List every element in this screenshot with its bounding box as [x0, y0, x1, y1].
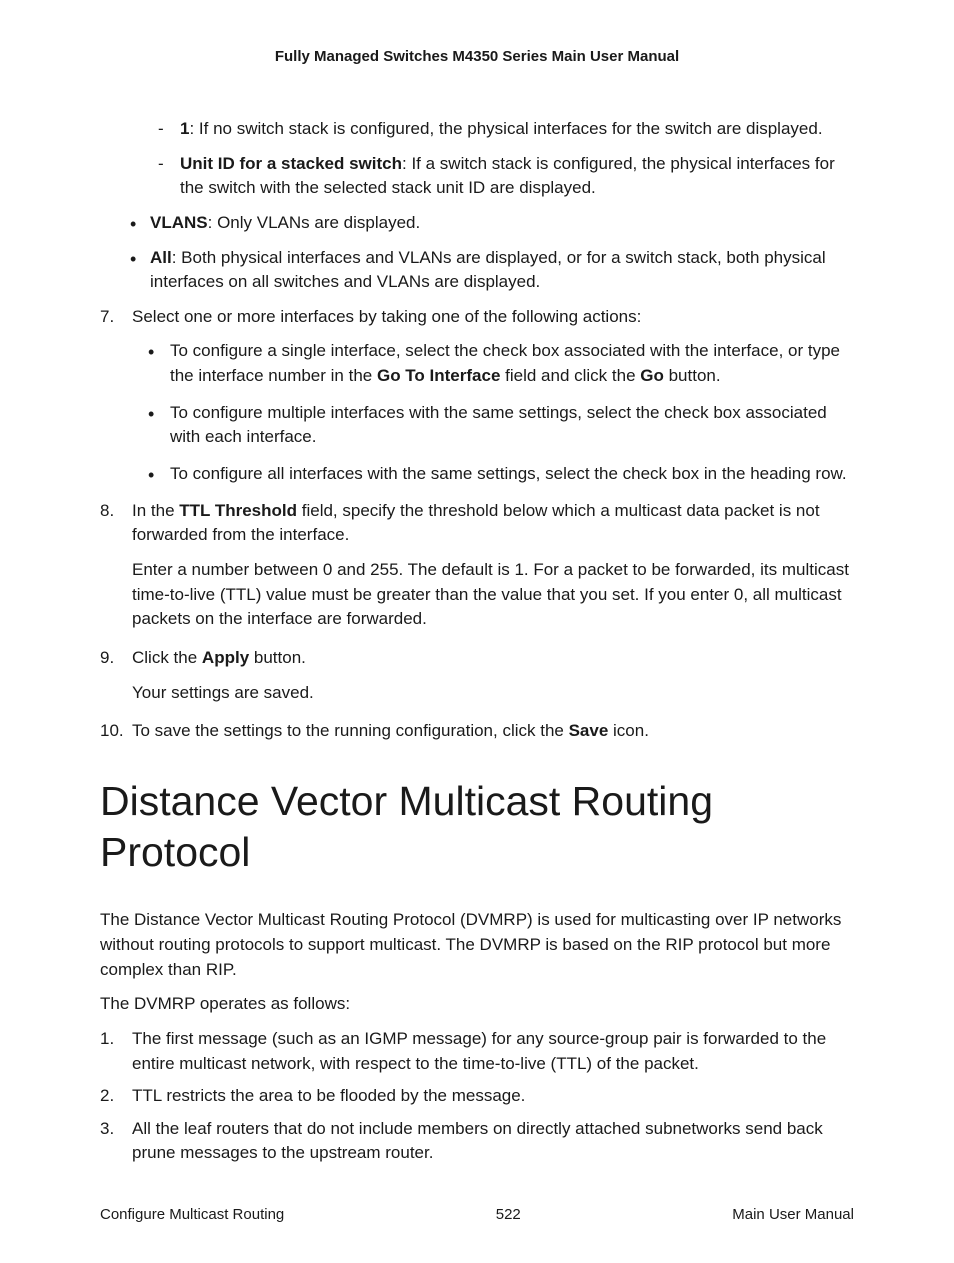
step-number: 9.: [100, 646, 132, 671]
sub-bullet-item: To configure all interfaces with the sam…: [170, 462, 854, 487]
step-body: All the leaf routers that do not include…: [132, 1117, 854, 1166]
bullet-item: VLANS: Only VLANs are displayed.: [150, 211, 854, 236]
step-9-para: Your settings are saved.: [132, 681, 854, 706]
section-heading: Distance Vector Multicast Routing Protoc…: [100, 776, 854, 879]
text: : Only VLANs are displayed.: [208, 213, 421, 232]
op-step-3: 3. All the leaf routers that do not incl…: [100, 1117, 854, 1166]
step-number: 1.: [100, 1027, 132, 1076]
bold-text: All: [150, 248, 172, 267]
sub-bullet-item: To configure a single interface, select …: [170, 339, 854, 388]
page-container: Fully Managed Switches M4350 Series Main…: [0, 0, 954, 1263]
footer-left: Configure Multicast Routing: [100, 1206, 284, 1223]
text: : Both physical interfaces and VLANs are…: [150, 248, 826, 292]
bullet-list: VLANS: Only VLANs are displayed. All: Bo…: [100, 211, 854, 295]
operates-paragraph: The DVMRP operates as follows:: [100, 992, 854, 1017]
bold-text: Save: [569, 721, 609, 740]
op-step-2: 2. TTL restricts the area to be flooded …: [100, 1084, 854, 1109]
text: In the: [132, 501, 179, 520]
text: To save the settings to the running conf…: [132, 721, 569, 740]
step-10: 10. To save the settings to the running …: [100, 719, 854, 744]
bold-text: Apply: [202, 648, 249, 667]
step-body: To save the settings to the running conf…: [132, 719, 854, 744]
text: Click the: [132, 648, 202, 667]
page-footer: Configure Multicast Routing 522 Main Use…: [100, 1206, 854, 1223]
footer-right: Main User Manual: [732, 1206, 854, 1223]
text: field and click the: [500, 366, 640, 385]
step-body: Click the Apply button.: [132, 646, 854, 671]
step-number: 3.: [100, 1117, 132, 1166]
bold-text: Go To Interface: [377, 366, 500, 385]
step-number: 8.: [100, 499, 132, 548]
dash-item: 1: If no switch stack is configured, the…: [180, 117, 854, 142]
bullet-item: All: Both physical interfaces and VLANs …: [150, 246, 854, 295]
bold-text: VLANS: [150, 213, 208, 232]
op-step-1: 1. The first message (such as an IGMP me…: [100, 1027, 854, 1076]
step-number: 2.: [100, 1084, 132, 1109]
bold-text: Go: [640, 366, 664, 385]
bold-text: TTL Threshold: [179, 501, 297, 520]
dash-list: 1: If no switch stack is configured, the…: [100, 117, 854, 201]
step-9: 9. Click the Apply button.: [100, 646, 854, 671]
text: icon.: [608, 721, 649, 740]
step-body: The first message (such as an IGMP messa…: [132, 1027, 854, 1076]
step-body: TTL restricts the area to be flooded by …: [132, 1084, 854, 1109]
intro-paragraph: The Distance Vector Multicast Routing Pr…: [100, 908, 854, 982]
text: : If no switch stack is configured, the …: [189, 119, 822, 138]
step-8: 8. In the TTL Threshold field, specify t…: [100, 499, 854, 548]
step-number: 10.: [100, 719, 132, 744]
dash-item: Unit ID for a stacked switch: If a switc…: [180, 152, 854, 201]
step-number: 7.: [100, 305, 132, 330]
footer-page-number: 522: [496, 1206, 521, 1223]
step-7: 7. Select one or more interfaces by taki…: [100, 305, 854, 330]
step-7-bullets: To configure a single interface, select …: [100, 339, 854, 486]
bold-text: Unit ID for a stacked switch: [180, 154, 402, 173]
page-header-title: Fully Managed Switches M4350 Series Main…: [100, 48, 854, 65]
sub-bullet-item: To configure multiple interfaces with th…: [170, 401, 854, 450]
text: button.: [664, 366, 721, 385]
step-body: In the TTL Threshold field, specify the …: [132, 499, 854, 548]
step-body: Select one or more interfaces by taking …: [132, 305, 854, 330]
text: button.: [249, 648, 306, 667]
step-8-para: Enter a number between 0 and 255. The de…: [132, 558, 854, 632]
